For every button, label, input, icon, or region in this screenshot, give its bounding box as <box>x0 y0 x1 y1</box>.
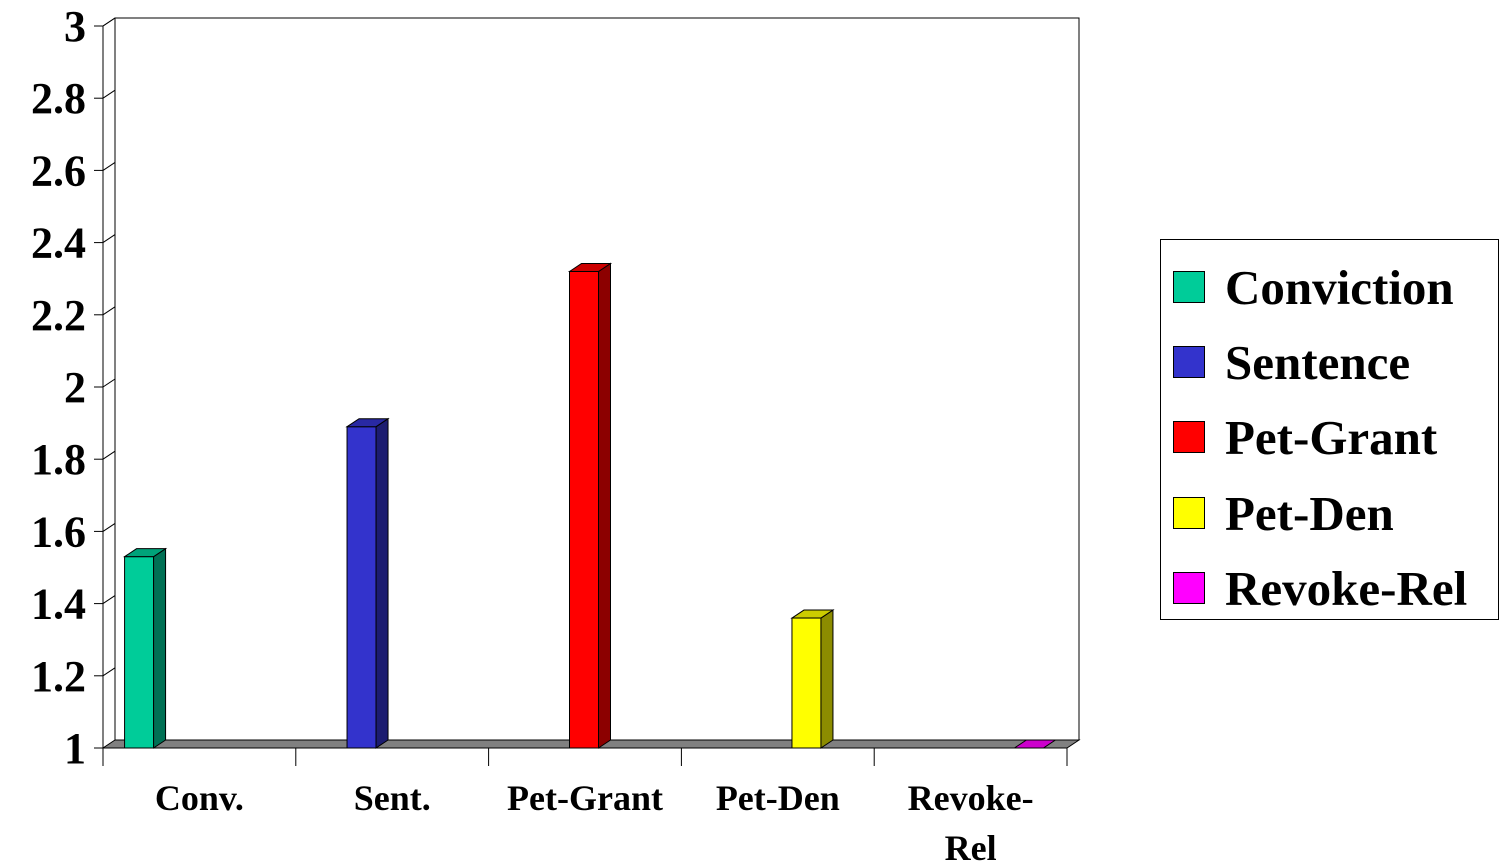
bar-top <box>122 548 168 558</box>
legend-label: Pet-Grant <box>1225 409 1438 465</box>
y-tick-label: 2.4 <box>31 219 86 268</box>
bars <box>122 262 1058 749</box>
bar-front <box>569 270 599 749</box>
gridline-side <box>102 667 116 677</box>
gridline-side <box>102 378 116 388</box>
legend: Conviction Sentence Pet-Grant Pet-Den Re… <box>1160 239 1499 620</box>
y-tick-label: 1.8 <box>31 435 86 484</box>
bar-side <box>375 417 389 749</box>
y-tick-label: 3 <box>64 2 86 51</box>
gridline-side <box>102 450 116 460</box>
x-tick-label: Pet-Den <box>716 778 840 818</box>
legend-label: Conviction <box>1225 259 1454 315</box>
y-tick-label: 2.8 <box>31 74 86 123</box>
legend-label: Revoke-Rel <box>1225 560 1468 616</box>
x-tick-label: Sent. <box>354 778 431 818</box>
legend-label: Sentence <box>1225 334 1411 390</box>
gridline-side <box>102 234 116 244</box>
bar-side <box>598 262 611 749</box>
bar-sentence <box>345 417 390 749</box>
y-tick-label: 2.2 <box>31 291 86 340</box>
bar-side <box>820 609 834 749</box>
y-axis-top <box>102 17 116 27</box>
y-tick-label: 1.6 <box>31 507 86 556</box>
legend-swatch <box>1173 572 1205 604</box>
legend-swatch <box>1173 421 1205 453</box>
legend-item-conviction: Conviction <box>1173 257 1454 317</box>
x-tick-label: Revoke- <box>908 778 1034 818</box>
bar-pet-den <box>790 609 835 749</box>
legend-item-sentence: Sentence <box>1173 332 1410 392</box>
y-tick-label: 1.4 <box>31 580 86 629</box>
x-tick-label: Pet-Grant <box>507 778 663 818</box>
x-tick-labels: Conv. Sent. Pet-Grant Pet-Den Revoke- Rel <box>155 778 1034 866</box>
x-tick-label: Conv. <box>155 778 244 818</box>
y-tick-labels: 1 1.2 1.4 1.6 1.8 2 2.2 2.4 2.6 2.8 3 <box>31 2 86 773</box>
legend-swatch <box>1173 497 1205 529</box>
bar-pet-grant <box>567 262 613 749</box>
legend-item-pet-grant: Pet-Grant <box>1173 407 1437 467</box>
y-tick-label: 1 <box>64 724 86 773</box>
legend-item-pet-den: Pet-Den <box>1173 483 1394 543</box>
bar-front <box>346 426 377 749</box>
legend-label: Pet-Den <box>1225 485 1394 541</box>
y-tick-label: 2 <box>64 363 86 412</box>
bar-top <box>790 609 835 619</box>
bar-revoke-rel <box>1012 739 1058 749</box>
gridline-side <box>102 522 116 532</box>
bar-front <box>124 556 155 749</box>
legend-item-revoke-rel: Revoke-Rel <box>1173 558 1467 618</box>
bar-side <box>153 547 167 749</box>
gridline-side <box>102 595 116 605</box>
gridline-side <box>102 306 116 316</box>
x-tick-label: Rel <box>945 828 997 866</box>
bar-conviction <box>122 547 168 749</box>
legend-swatch <box>1173 346 1205 378</box>
bar-front <box>791 617 822 749</box>
y-tick-label: 1.2 <box>31 652 86 701</box>
axes <box>94 17 1068 766</box>
bar-top <box>567 262 613 272</box>
gridline-side <box>102 89 116 99</box>
gridline-side <box>102 161 116 171</box>
legend-swatch <box>1173 271 1205 303</box>
y-tick-label: 2.6 <box>31 146 86 195</box>
bar-top <box>345 418 390 428</box>
bar-top <box>1012 739 1058 749</box>
